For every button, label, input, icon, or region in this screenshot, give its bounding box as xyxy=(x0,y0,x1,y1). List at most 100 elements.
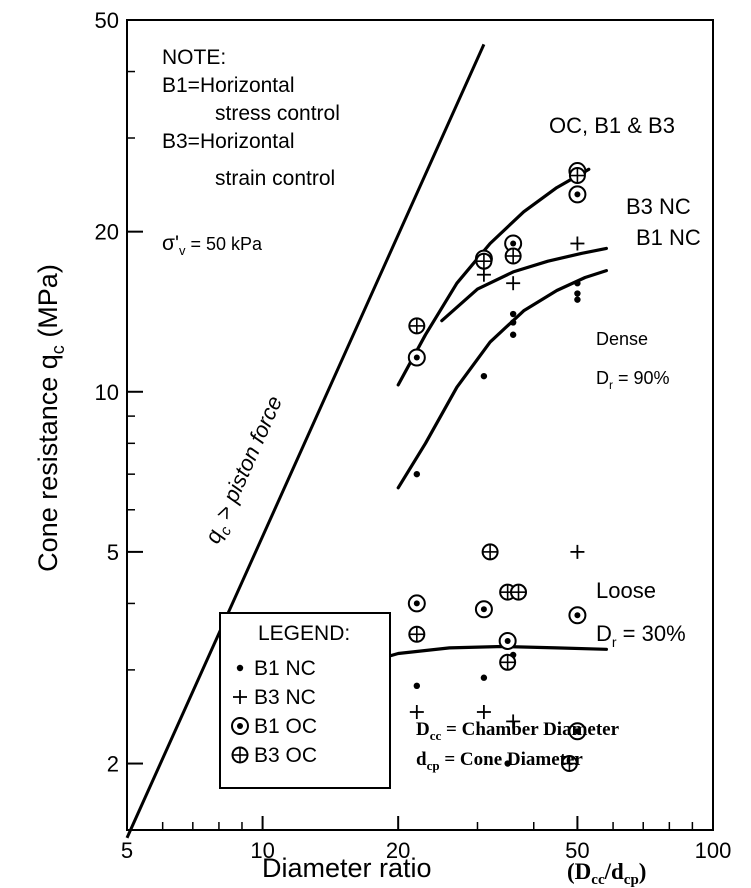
fitted-curve-4 xyxy=(352,644,609,668)
data-point-b3-nc xyxy=(506,714,521,729)
fitted-curves xyxy=(352,167,609,668)
plot-frame xyxy=(126,19,714,831)
dense-label: Dense xyxy=(596,329,648,349)
marker-dot xyxy=(574,290,581,297)
marker-dot xyxy=(574,280,581,287)
marker-dot xyxy=(480,674,488,681)
marker-center-dot xyxy=(504,637,511,644)
marker-dot xyxy=(509,319,517,326)
data-point-b1-nc xyxy=(413,470,421,478)
marker-center-dot xyxy=(413,600,420,607)
y-tick-label: 10 xyxy=(95,380,119,405)
fitted-curve-2 xyxy=(440,246,609,323)
data-point-b3-oc xyxy=(499,653,517,671)
y-tick-label: 5 xyxy=(107,540,119,565)
curve-label-oc: OC, B1 & B3 xyxy=(549,113,675,138)
data-point-b1-oc xyxy=(568,722,587,741)
legend-entry-b1nc: B1 NC xyxy=(236,657,316,680)
legend-marker-plus-icon xyxy=(233,690,247,704)
data-point-b1-nc xyxy=(504,760,511,767)
data-point-b1-nc xyxy=(509,310,517,318)
x-axis-title-suffix: (Dcc/dcp) xyxy=(567,859,646,888)
legend-marker-circle-dot xyxy=(231,717,249,735)
marker-dot xyxy=(413,470,421,478)
marker-dot xyxy=(574,296,581,303)
marker-center-dot xyxy=(574,728,581,735)
note-title: NOTE: xyxy=(162,46,226,69)
marker-center-dot xyxy=(574,191,581,198)
data-point-b3-oc xyxy=(475,252,493,270)
data-point-b3-nc xyxy=(570,544,585,559)
curve-label-b1nc: B1 NC xyxy=(636,225,701,250)
data-point-b1-nc xyxy=(509,319,517,326)
data-point-b3-oc xyxy=(504,247,522,265)
legend-marker-circle-dot-icon xyxy=(231,717,249,735)
y-tick-label: 2 xyxy=(107,752,119,777)
loose-label: Loose xyxy=(596,578,656,603)
note-b1-line2: stress control xyxy=(215,102,340,125)
data-point-b1-oc xyxy=(407,348,426,367)
data-point-b1-nc xyxy=(574,280,581,287)
marker-center-dot xyxy=(574,612,581,619)
legend-marker-dot xyxy=(236,664,244,672)
marker-dot xyxy=(509,331,517,338)
definition-chamber-diameter: Dcc = Chamber Diameter xyxy=(416,719,620,743)
piston-force-label: qc > piston force xyxy=(200,392,292,549)
data-point-b1-nc xyxy=(480,372,488,380)
legend-label-b3oc: B3 OC xyxy=(254,744,317,767)
marker-center-dot xyxy=(480,606,487,613)
x-tick-label: 10 xyxy=(250,838,274,863)
note-b3-line2: strain control xyxy=(215,167,335,190)
data-point-b1-oc xyxy=(474,600,493,619)
loose-dr-label: Dr = 30% xyxy=(596,621,686,650)
curve-label-b3nc: B3 NC xyxy=(626,194,691,219)
legend-label-b1oc: B1 OC xyxy=(254,715,317,738)
legend-title: LEGEND: xyxy=(258,622,350,645)
marker-dot xyxy=(509,310,517,318)
y-tick-label: 50 xyxy=(95,8,119,33)
x-tick-label: 20 xyxy=(386,838,410,863)
marker-dot xyxy=(480,372,488,380)
data-point-b3-nc xyxy=(409,705,424,720)
sigma-label: σ'v = 50 kPa xyxy=(162,232,263,258)
fitted-curve-1 xyxy=(396,167,591,387)
data-markers xyxy=(407,162,587,773)
marker-dot xyxy=(236,664,244,672)
data-point-b3-oc xyxy=(560,755,578,773)
marker-dot xyxy=(413,682,421,690)
data-point-b3-nc xyxy=(476,267,491,282)
y-axis-title: Cone resistance qc (MPa) xyxy=(33,264,68,572)
marker-center-dot xyxy=(413,354,420,361)
data-point-b3-oc xyxy=(408,625,426,643)
data-point-b1-oc xyxy=(407,594,426,613)
note-b3-line1: B3=Horizontal xyxy=(162,130,295,153)
y-axis-ticks: 2 5 10 20 50 xyxy=(95,8,143,777)
x-tick-label: 5 xyxy=(121,838,133,863)
y-tick-label: 20 xyxy=(95,220,119,245)
data-point-b3-oc xyxy=(481,543,499,561)
data-point-b3-oc xyxy=(510,583,528,601)
definition-cone-diameter: dcp = Cone Diameter xyxy=(416,749,583,773)
legend-entry-b3oc: B3 OC xyxy=(231,744,317,767)
dense-dr-label: Dr = 90% xyxy=(596,368,670,392)
x-axis-ticks: 5 10 20 50 100 xyxy=(121,816,731,863)
marker-center-dot xyxy=(237,723,243,729)
legend-label-b1nc: B1 NC xyxy=(254,657,316,680)
legend-marker-circle-plus-icon xyxy=(231,746,249,764)
legend-entry-b3nc: B3 NC xyxy=(233,686,316,709)
marker-dot xyxy=(504,760,511,767)
piston-force-line xyxy=(125,43,486,839)
data-point-b1-oc xyxy=(498,631,517,650)
marker-center-dot xyxy=(510,240,517,247)
data-point-b1-nc xyxy=(509,331,517,338)
legend-marker-circle-plus xyxy=(231,746,249,764)
data-point-b1-oc xyxy=(568,606,587,625)
data-point-b3-nc xyxy=(570,236,585,251)
data-point-b1-nc xyxy=(480,674,488,681)
data-point-b1-nc xyxy=(413,682,421,690)
legend-entry-b1oc: B1 OC xyxy=(231,715,317,738)
note-b1-line1: B1=Horizontal xyxy=(162,74,295,97)
x-axis-title: Diameter ratio xyxy=(262,853,432,883)
legend-label-b3nc: B3 NC xyxy=(254,686,316,709)
